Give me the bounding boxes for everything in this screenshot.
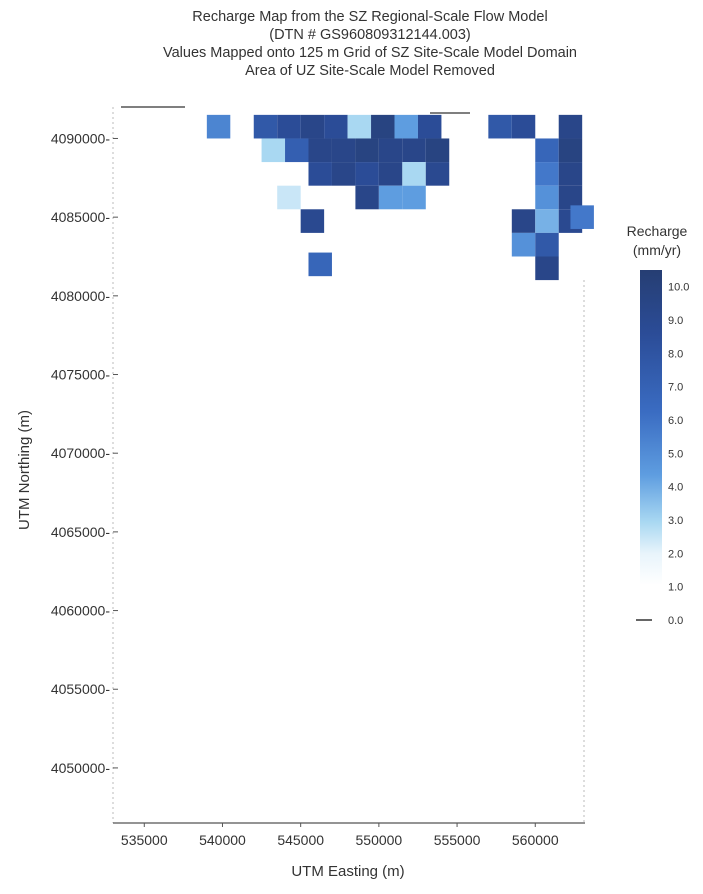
- heatmap-cell: [347, 114, 372, 139]
- heatmap-cell: [558, 185, 583, 210]
- heatmap-cell: [300, 209, 325, 233]
- heatmap-cell: [300, 114, 325, 139]
- title-line-3: Values Mapped onto 125 m Grid of SZ Site…: [163, 45, 577, 61]
- colorbar-tick-label: 1.0: [668, 582, 683, 594]
- title-line-2: (DTN # GS960809312144.003): [269, 27, 471, 43]
- heatmap-cell: [285, 138, 309, 163]
- colorbar-tick-label: 6.0: [668, 415, 683, 427]
- heatmap-cell: [417, 114, 442, 139]
- heatmap-cell: [324, 114, 348, 139]
- heatmap-cell: [371, 114, 395, 139]
- heatmap-cell: [308, 138, 332, 163]
- colorbar-title-line-1: Recharge: [626, 223, 688, 239]
- heatmap-cell: [535, 256, 559, 281]
- heatmap-cell: [378, 162, 403, 186]
- colorbar-tick-label: 9.0: [668, 315, 683, 327]
- x-tick-label: 555000: [434, 832, 481, 848]
- heatmap-cell: [402, 138, 426, 163]
- y-tick-label: 4055000-: [51, 681, 111, 697]
- heatmap-cell: [511, 232, 536, 257]
- heatmap-cell: [394, 114, 418, 139]
- heatmap-cell: [535, 185, 559, 210]
- heatmap-cell: [511, 209, 536, 233]
- x-tick-label: 550000: [356, 832, 403, 848]
- heatmap-cell: [558, 114, 583, 139]
- heatmap-cell: [402, 162, 426, 186]
- heatmap-cell: [511, 114, 536, 139]
- colorbar-tick-label: 2.0: [668, 548, 683, 560]
- colorbar-gradient: [640, 270, 662, 585]
- heatmap-cell: [558, 138, 583, 163]
- heatmap-cell: [355, 185, 379, 210]
- heatmap-cell: [535, 162, 559, 186]
- x-tick-label: 540000: [199, 832, 246, 848]
- colorbar-tick-label: 7.0: [668, 382, 683, 394]
- heatmap-cell: [261, 138, 286, 163]
- colorbar-tick-label: 8.0: [668, 348, 683, 360]
- heatmap-cell: [425, 162, 450, 186]
- heatmap-cell: [331, 162, 356, 186]
- colorbar-title: Recharge (mm/yr): [612, 222, 702, 260]
- heatmap-cell: [331, 138, 356, 163]
- y-tick-label: 4080000-: [51, 288, 111, 304]
- y-axis-label: UTM Northing (m): [16, 410, 33, 530]
- heatmap-cell: [308, 162, 332, 186]
- heatmap-cell: [488, 114, 512, 139]
- heatmap-cell: [378, 138, 403, 163]
- heatmap-cell: [425, 138, 450, 163]
- colorbar-tick-label: 0.0: [668, 615, 683, 627]
- heatmap-cell: [535, 232, 559, 257]
- heatmap-cell: [277, 185, 301, 210]
- heatmap-cell: [402, 185, 426, 210]
- y-tick-label: 4075000-: [51, 367, 111, 383]
- heatmap-cell: [355, 162, 379, 186]
- title-line-1: Recharge Map from the SZ Regional-Scale …: [192, 9, 548, 25]
- colorbar: 10.0 9.0 8.0 7.0 6.0 5.0 4.0 3.0 2.0 1.0 0.0: [636, 270, 689, 627]
- heatmap-cell: [277, 114, 301, 139]
- y-tick-label: 4065000-: [51, 524, 111, 540]
- y-tick-label: 4085000-: [51, 209, 111, 225]
- heatmap-cell: [206, 114, 231, 139]
- heatmap-cell: [535, 209, 559, 233]
- y-tick-label: 4060000-: [51, 603, 111, 619]
- colorbar-title-line-2: (mm/yr): [632, 242, 682, 258]
- colorbar-tick-label: 4.0: [668, 482, 683, 494]
- chart-title: Recharge Map from the SZ Regional-Scale …: [60, 8, 680, 80]
- colorbar-tick-label: 3.0: [668, 515, 683, 527]
- heatmap-cell: [558, 162, 583, 186]
- colorbar-tick-label: 10.0: [668, 282, 689, 294]
- heatmap-cell: [355, 138, 379, 163]
- heatmap-cell: [308, 252, 332, 277]
- x-axis-label: UTM Easting (m): [291, 863, 404, 880]
- y-tick-label: 4090000-: [51, 130, 111, 146]
- y-tick-label: 4050000-: [51, 760, 111, 776]
- title-line-4: Area of UZ Site-Scale Model Removed: [245, 63, 495, 79]
- x-axis: 535000 540000 545000 550000 555000 560000: [121, 823, 559, 848]
- x-tick-label: 545000: [277, 832, 324, 848]
- heatmap-cell: [535, 138, 559, 163]
- plot-frame: [112, 106, 585, 824]
- x-tick-label: 535000: [121, 832, 168, 848]
- colorbar-tick-label: 5.0: [668, 448, 683, 460]
- heatmap-cell: [253, 114, 278, 139]
- y-axis: 4050000- 4055000- 4060000- 4065000- 4070000-…: [51, 130, 118, 776]
- x-tick-label: 560000: [512, 832, 559, 848]
- heatmap-cell: [570, 205, 594, 229]
- y-tick-label: 4070000-: [51, 445, 111, 461]
- heatmap-cells: [206, 114, 594, 281]
- heatmap-cell: [378, 185, 403, 210]
